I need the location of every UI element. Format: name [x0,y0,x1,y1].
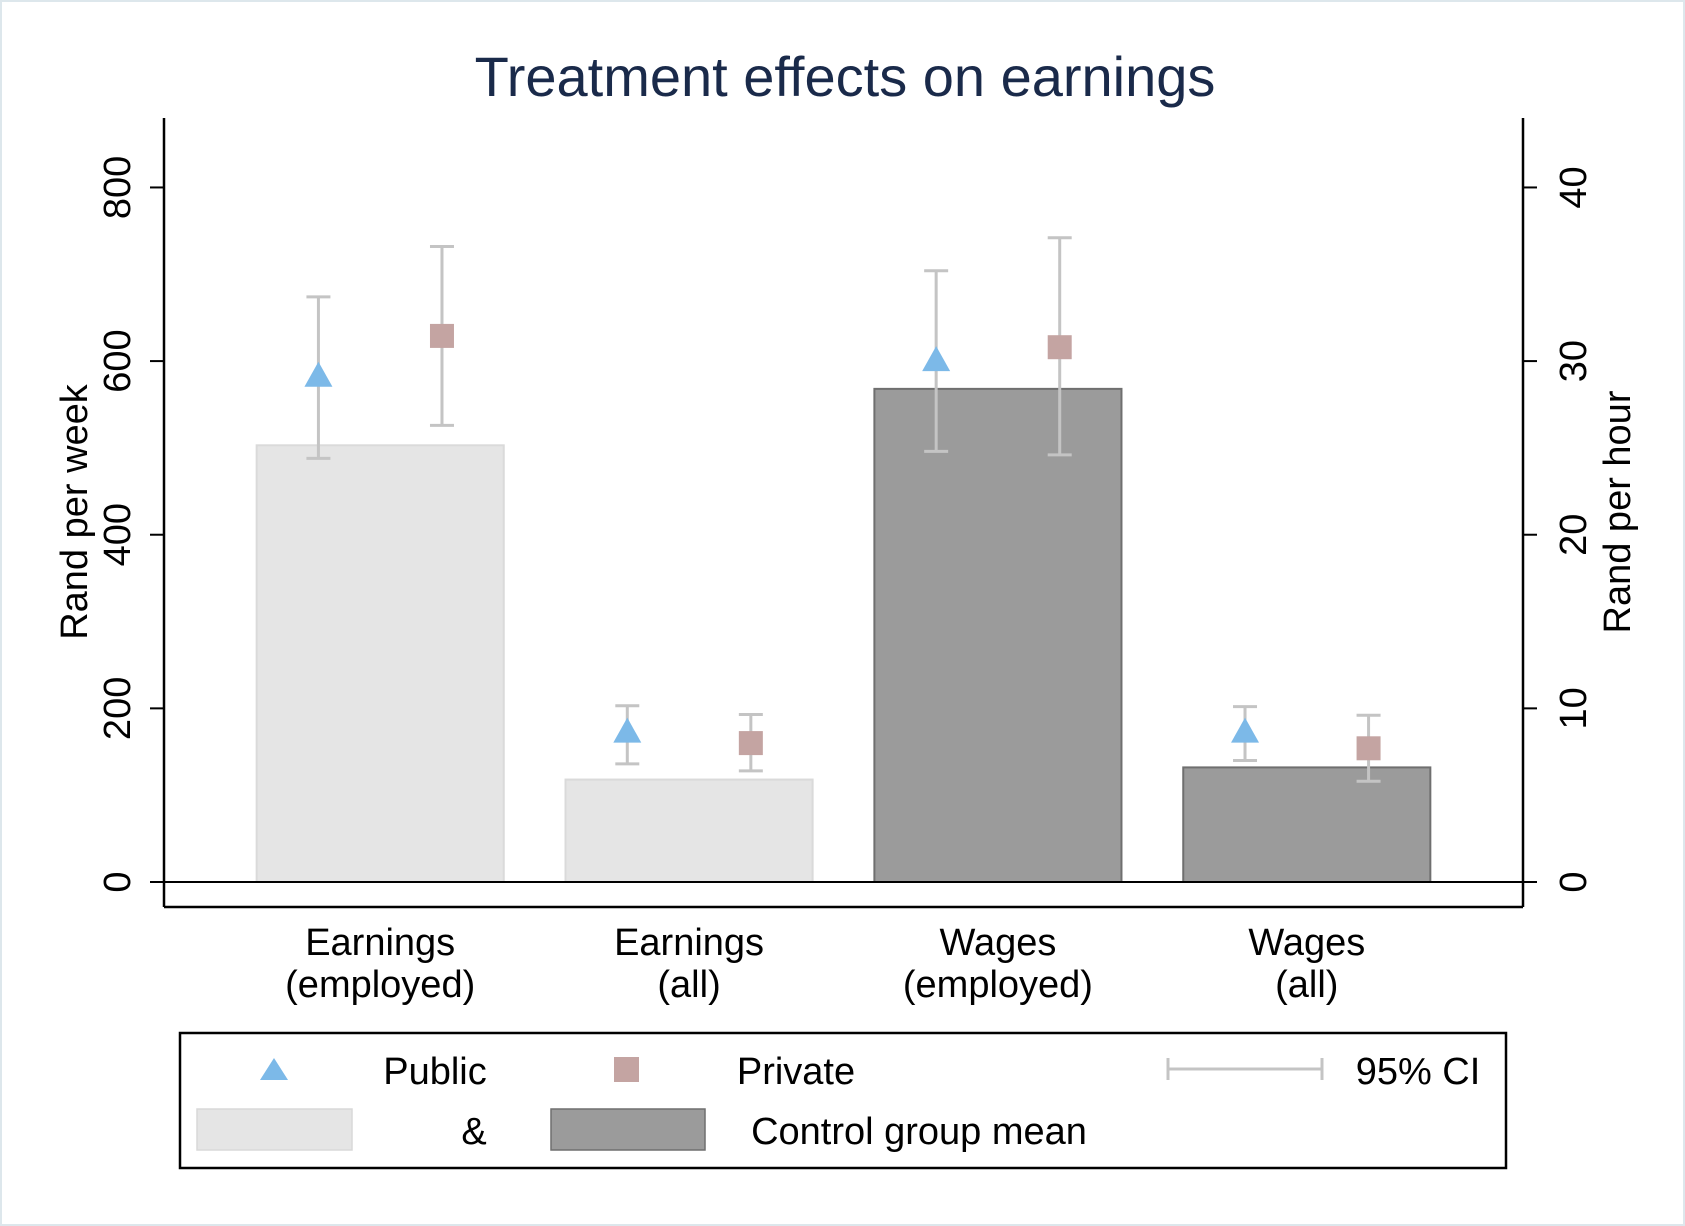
public-triangle-marker [922,346,951,372]
y-left-tick-label: 600 [97,329,139,392]
public-triangle-marker [304,361,333,387]
x-category-label: (all) [1275,964,1338,1006]
legend-ci-label: 95% CI [1356,1051,1481,1093]
control-mean-bar [564,778,814,884]
private-square-marker [738,731,763,756]
y-right-tick-label: 10 [1553,687,1595,729]
public-triangle-marker [613,717,642,743]
private-square-marker [1047,335,1072,360]
legend-ci-icon [1166,1058,1324,1080]
public-triangle-marker [1231,717,1260,743]
control-mean-bar [873,387,1123,883]
y-right-tick-label: 20 [1553,514,1595,556]
y-left-tick-label: 400 [97,503,139,566]
y-left-tick-label: 800 [97,156,139,219]
x-category-label: Wages [940,922,1057,964]
x-category-label: Wages [1248,922,1365,964]
legend-frame [178,1031,1508,1170]
legend-private-square-icon [614,1057,639,1082]
control-mean-bar [255,444,505,883]
legend-private-label: Private [737,1051,855,1093]
y-right-tick-label: 40 [1553,166,1595,208]
y-axis-right-label: Rand per hour [1597,390,1639,633]
private-square-marker [429,323,454,348]
legend-public-label: Public [383,1051,487,1093]
legend: Public Private 95% CI & Control group me… [178,1031,1508,1170]
x-category-label: (employed) [285,964,475,1006]
legend-control-dark-swatch [550,1108,706,1151]
x-category-label: (employed) [903,964,1093,1006]
legend-control-light-swatch [196,1108,353,1151]
x-category-label: Earnings [614,922,764,964]
x-category-label: Earnings [305,922,455,964]
private-square-marker [1356,736,1381,761]
x-category-label: (all) [657,964,720,1006]
y-right-tick-label: 30 [1553,340,1595,382]
legend-control-label: Control group mean [751,1111,1087,1153]
axes: 0200400600800010203040Earnings(employed)… [97,118,1595,1006]
legend-ampersand: & [461,1111,486,1153]
control-group-bars [255,387,1432,884]
y-left-tick-label: 0 [97,871,139,892]
y-right-tick-label: 0 [1553,871,1595,892]
y-axis-left-label: Rand per week [54,383,96,640]
chart-title: Treatment effects on earnings [475,45,1216,108]
treatment-markers [304,323,1381,761]
control-mean-bar [1182,766,1432,884]
y-left-tick-label: 200 [97,677,139,740]
legend-public-triangle-icon [260,1058,288,1080]
